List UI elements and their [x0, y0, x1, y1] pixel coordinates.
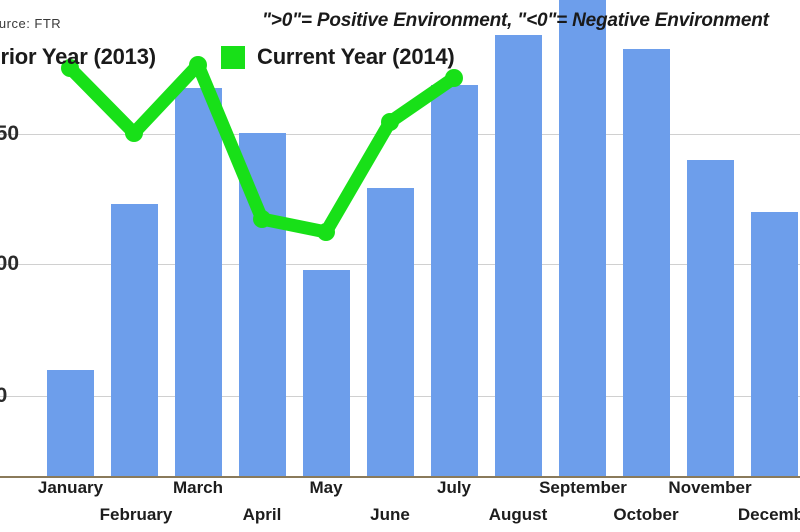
line-point-march — [189, 56, 207, 74]
x-axis-baseline — [0, 476, 800, 478]
line-point-february — [125, 124, 143, 142]
x-tick-label-june: June — [370, 505, 410, 524]
y-tick-label-50: 50 — [0, 384, 8, 407]
x-axis-labels: January February March April May June Ju… — [0, 478, 800, 532]
bar-august[interactable] — [495, 35, 542, 478]
bar-june[interactable] — [367, 188, 414, 478]
bar-april[interactable] — [239, 133, 286, 478]
bar-september[interactable] — [559, 0, 606, 478]
legend-item-prior-year[interactable]: Prior Year (2013) — [0, 44, 156, 70]
bar-january[interactable] — [47, 370, 94, 478]
x-tick-label-december: December — [737, 505, 800, 524]
bar-december[interactable] — [751, 212, 798, 478]
x-tick-label-february: February — [99, 505, 173, 524]
bar-october[interactable] — [623, 49, 670, 478]
x-tick-label-may: May — [309, 478, 343, 497]
legend-item-current-year[interactable]: Current Year (2014) — [221, 44, 455, 70]
x-tick-label-july: July — [436, 478, 472, 497]
chart-title: ">0"= Positive Environment, "<0"= Negati… — [262, 10, 769, 31]
x-tick-label-april: April — [242, 505, 282, 524]
plot-area: 150 100 50 — [0, 0, 800, 478]
bar-february[interactable] — [111, 204, 158, 478]
x-tick-label-november: November — [668, 478, 752, 497]
legend-label-current-year: Current Year (2014) — [257, 44, 455, 69]
x-tick-label-march: March — [172, 478, 224, 497]
x-tick-label-january: January — [37, 478, 104, 497]
legend-swatch-current-year — [221, 45, 245, 69]
x-tick-label-september: September — [539, 478, 627, 497]
line-point-june — [381, 113, 399, 131]
bar-november[interactable] — [687, 160, 734, 478]
line-point-may — [317, 223, 335, 241]
bar-july[interactable] — [431, 85, 478, 478]
x-tick-label-august: August — [488, 505, 548, 524]
bar-march[interactable] — [175, 88, 222, 478]
legend-label-prior-year: Prior Year (2013) — [0, 44, 156, 69]
gridline-150 — [0, 134, 800, 135]
bar-may[interactable] — [303, 270, 350, 478]
y-tick-label-100: 100 — [0, 252, 20, 275]
y-tick-label-150: 150 — [0, 122, 20, 145]
x-tick-label-october: October — [613, 505, 679, 524]
source-note: Source: FTR — [0, 16, 62, 31]
